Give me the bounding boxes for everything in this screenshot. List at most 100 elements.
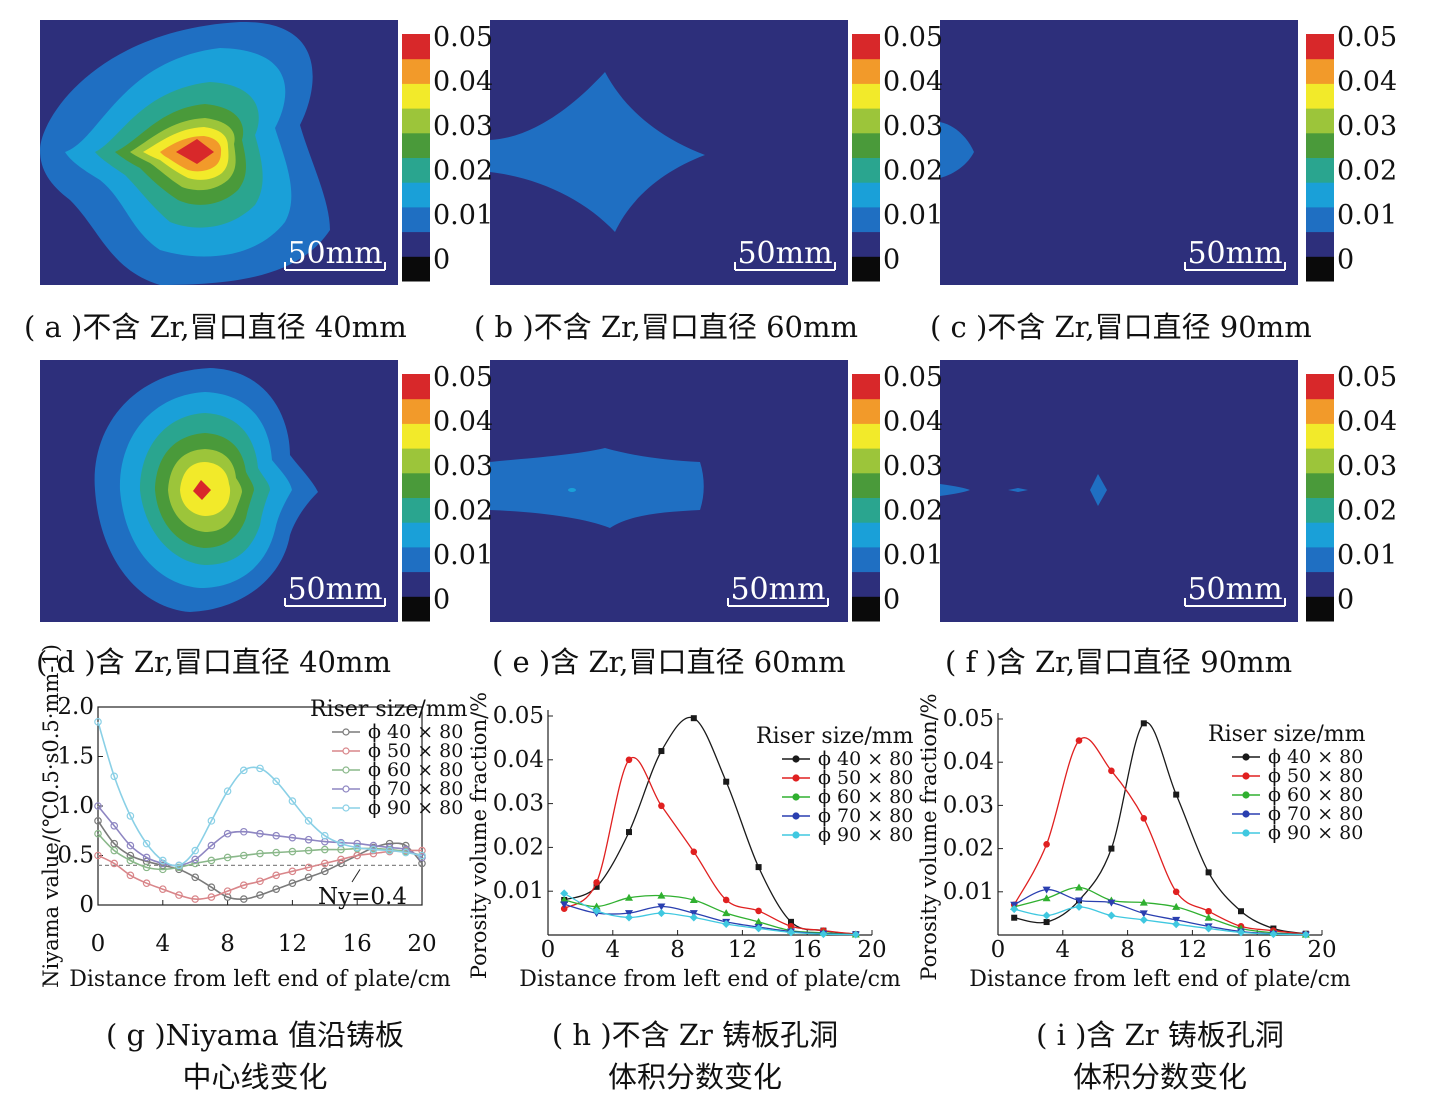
data-point	[320, 831, 329, 840]
data-point	[1205, 869, 1212, 876]
colorbar-segment	[1306, 423, 1334, 449]
legend-marker	[342, 747, 350, 755]
legend-marker	[792, 831, 800, 839]
data-point	[320, 867, 329, 876]
data-point	[142, 839, 151, 848]
colorbar-segment	[852, 256, 880, 282]
y-tick-label: 2.0	[57, 694, 94, 720]
data-point	[126, 856, 135, 865]
scale-bar-label: 50mm	[1187, 572, 1282, 607]
y-tick-label: 0.01	[493, 878, 544, 904]
data-point	[288, 867, 297, 876]
data-point	[625, 893, 633, 901]
legend-entry: ϕ 40 × 80	[1268, 746, 1363, 768]
data-point	[256, 764, 264, 773]
contour-spot	[568, 488, 576, 492]
data-point	[626, 829, 632, 836]
y-tick-label: 0	[79, 892, 94, 918]
colorbar-tick-label: 0.04	[883, 407, 943, 438]
data-point	[1108, 767, 1115, 775]
caption-d: ( d )含 Zr,冒口直径 40mm	[36, 645, 392, 679]
data-point	[658, 748, 665, 755]
colorbar-segment	[852, 596, 880, 622]
colorbar-segment	[852, 132, 880, 158]
colorbar-segment	[402, 108, 430, 134]
legend: Riser size/mmϕ 40 × 80ϕ 50 × 80ϕ 60 × 80…	[310, 697, 468, 819]
data-point	[191, 873, 200, 882]
y-tick-label: 0.01	[943, 879, 994, 905]
legend-title: Riser size/mm	[756, 724, 914, 749]
data-point	[320, 859, 329, 868]
data-point	[240, 895, 248, 903]
scale-bar-label: 50mm	[730, 572, 825, 607]
scale-bar-label: 50mm	[1187, 236, 1282, 271]
data-point	[1010, 905, 1019, 914]
contour-panel-e: 50mm	[490, 360, 848, 622]
data-point	[722, 896, 730, 904]
data-point	[689, 895, 698, 903]
colorbar-segment	[1306, 596, 1334, 622]
data-point	[722, 909, 731, 917]
colorbar-tick-label: 0.04	[883, 67, 943, 98]
colorbar-tick-label: 0.03	[433, 451, 493, 482]
contour-spot	[1008, 488, 1028, 492]
scale-bar-label: 50mm	[287, 572, 382, 607]
colorbar-segment	[402, 497, 430, 523]
contour-level-0.005	[490, 448, 704, 528]
data-point	[657, 909, 666, 918]
x-tick-label: 12	[728, 937, 757, 963]
data-point	[207, 893, 216, 901]
colorbar-tick-label: 0.05	[883, 362, 943, 393]
colorbar-segment	[402, 206, 430, 233]
colorbar-segment	[1306, 398, 1334, 424]
data-point	[1173, 791, 1180, 798]
series-line-1	[563, 756, 856, 935]
data-point	[689, 913, 698, 922]
colorbar-tick-label: 0	[433, 245, 450, 276]
legend-entry: ϕ 90 × 80	[818, 824, 913, 846]
y-tick-label: 0.03	[943, 792, 994, 818]
colorbar-segment	[402, 596, 430, 622]
data-point	[385, 846, 394, 855]
colorbar-tick-label: 0.02	[433, 496, 493, 527]
data-point	[142, 853, 151, 862]
colorbars: 0.050.040.030.020.0100.050.040.030.020.0…	[402, 22, 1397, 622]
colorbar-segment	[1306, 472, 1334, 498]
colorbar-segment	[852, 108, 880, 134]
legend-marker	[1242, 772, 1250, 780]
data-point	[754, 924, 763, 933]
legend: Riser size/mmϕ 40 × 80ϕ 50 × 80ϕ 60 × 80…	[756, 724, 914, 846]
data-point	[1139, 915, 1148, 924]
data-point	[304, 835, 313, 844]
data-point	[142, 863, 151, 872]
colorbar-tick-label: 0.01	[883, 540, 943, 571]
data-point	[256, 877, 264, 886]
colorbar-segment	[852, 34, 880, 60]
y-tick-label: 0.02	[943, 836, 994, 862]
colorbar-segment	[402, 423, 430, 449]
data-point	[1107, 911, 1116, 920]
legend-marker	[792, 774, 800, 782]
colorbar-segment	[1306, 374, 1334, 400]
annotation-arrow	[351, 869, 361, 883]
colorbar-segment	[852, 206, 880, 233]
data-point	[94, 817, 102, 825]
colorbar-segment	[402, 546, 430, 573]
data-point	[1140, 815, 1148, 822]
data-point	[1172, 888, 1180, 896]
caption-c: ( c )不含 Zr,冒口直径 90mm	[930, 310, 1312, 344]
contour-level-0.005	[490, 72, 705, 232]
colorbar-segment	[402, 374, 430, 400]
colorbar-tick-label: 0.02	[1337, 156, 1397, 187]
colorbar-tick-label: 0.01	[1337, 200, 1397, 231]
data-point	[1043, 919, 1050, 926]
contour-background	[940, 20, 1298, 285]
y-tick-label: 0.04	[493, 747, 544, 773]
colorbar-tick-label: 0.04	[1337, 67, 1397, 98]
series-line-1	[97, 849, 423, 900]
caption-i-line2: 体积分数变化	[1072, 1060, 1247, 1094]
caption-g: ( g )Niyama 值沿铸板 中心线变化	[40, 1014, 470, 1098]
data-point	[207, 883, 216, 891]
data-point	[191, 895, 200, 903]
